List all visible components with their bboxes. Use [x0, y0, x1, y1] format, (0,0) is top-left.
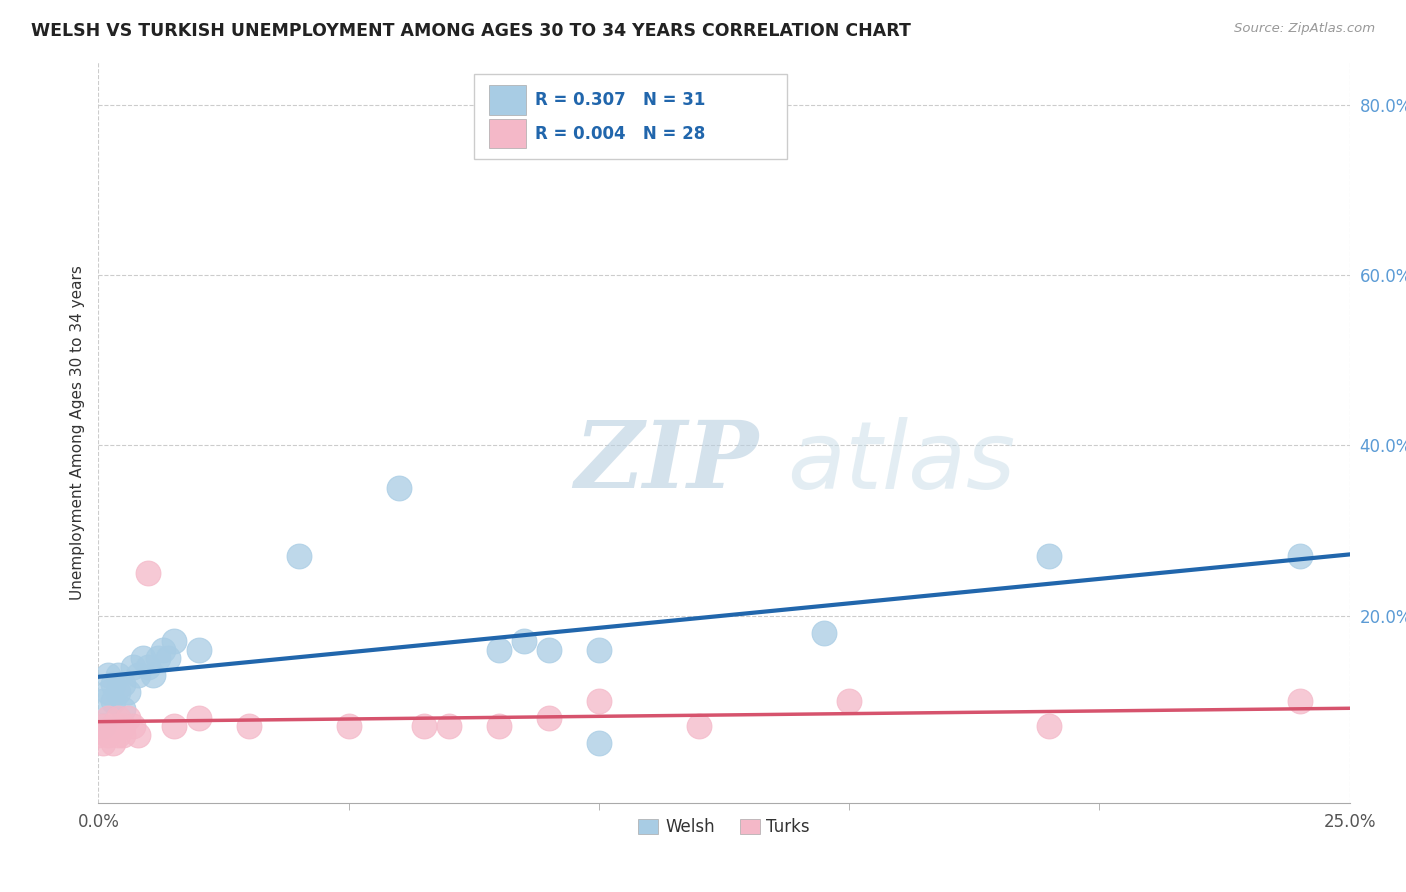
- Point: [107, 668, 129, 682]
- Point: [127, 668, 149, 682]
- Point: [107, 728, 129, 742]
- Point: [97, 728, 120, 742]
- Point: [437, 719, 460, 733]
- Point: [103, 676, 125, 690]
- Point: [97, 668, 120, 682]
- Point: [122, 659, 145, 673]
- Point: [117, 685, 139, 699]
- Point: [97, 711, 120, 725]
- Point: [388, 481, 411, 495]
- Point: [87, 728, 110, 742]
- Y-axis label: Unemployment Among Ages 30 to 34 years: Unemployment Among Ages 30 to 34 years: [69, 265, 84, 600]
- Point: [1288, 694, 1310, 708]
- Point: [588, 736, 610, 750]
- Point: [148, 651, 170, 665]
- Point: [138, 659, 160, 673]
- Point: [238, 719, 260, 733]
- Point: [127, 728, 149, 742]
- Point: [488, 642, 510, 657]
- Point: [162, 719, 184, 733]
- Point: [187, 711, 209, 725]
- Point: [93, 694, 115, 708]
- Point: [1038, 549, 1060, 563]
- Point: [103, 694, 125, 708]
- Point: [162, 634, 184, 648]
- Point: [112, 728, 135, 742]
- Point: [152, 642, 174, 657]
- FancyBboxPatch shape: [474, 73, 787, 159]
- Point: [132, 651, 155, 665]
- Point: [103, 719, 125, 733]
- Legend: Welsh, Turks: Welsh, Turks: [631, 811, 817, 843]
- Point: [537, 711, 560, 725]
- Point: [103, 736, 125, 750]
- Point: [488, 719, 510, 733]
- Point: [688, 719, 710, 733]
- Point: [813, 625, 835, 640]
- FancyBboxPatch shape: [489, 119, 526, 148]
- Point: [107, 711, 129, 725]
- Point: [838, 694, 860, 708]
- Text: ZIP: ZIP: [574, 417, 758, 508]
- Point: [107, 685, 129, 699]
- Point: [588, 642, 610, 657]
- Point: [337, 719, 360, 733]
- FancyBboxPatch shape: [489, 86, 526, 115]
- Text: Source: ZipAtlas.com: Source: ZipAtlas.com: [1234, 22, 1375, 36]
- Point: [157, 651, 180, 665]
- Point: [513, 634, 536, 648]
- Point: [117, 711, 139, 725]
- Point: [588, 694, 610, 708]
- Point: [122, 719, 145, 733]
- Point: [187, 642, 209, 657]
- Point: [112, 676, 135, 690]
- Point: [412, 719, 434, 733]
- Point: [1038, 719, 1060, 733]
- Point: [142, 668, 165, 682]
- Point: [93, 719, 115, 733]
- Point: [1288, 549, 1310, 563]
- Point: [93, 719, 115, 733]
- Text: WELSH VS TURKISH UNEMPLOYMENT AMONG AGES 30 TO 34 YEARS CORRELATION CHART: WELSH VS TURKISH UNEMPLOYMENT AMONG AGES…: [31, 22, 911, 40]
- Point: [537, 642, 560, 657]
- Text: R = 0.004   N = 28: R = 0.004 N = 28: [536, 125, 706, 143]
- Point: [287, 549, 309, 563]
- Point: [97, 685, 120, 699]
- Point: [112, 702, 135, 716]
- Point: [112, 719, 135, 733]
- Text: R = 0.307   N = 31: R = 0.307 N = 31: [536, 91, 706, 109]
- Point: [138, 566, 160, 580]
- Text: atlas: atlas: [787, 417, 1015, 508]
- Point: [93, 736, 115, 750]
